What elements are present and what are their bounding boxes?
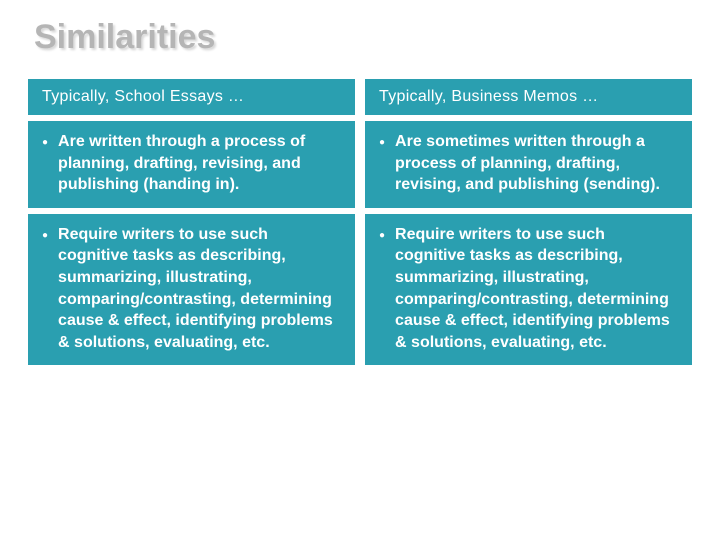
- list-item: ● Are written through a process of plann…: [28, 121, 355, 208]
- list-item-text: Are sometimes written through a process …: [395, 131, 678, 196]
- list-item-text: Require writers to use such cognitive ta…: [395, 224, 678, 354]
- bullet-icon: ●: [42, 226, 48, 246]
- bullet-icon: ●: [42, 133, 48, 153]
- list-item-text: Require writers to use such cognitive ta…: [58, 224, 341, 354]
- bullet-icon: ●: [379, 133, 385, 153]
- bullet-icon: ●: [379, 226, 385, 246]
- list-item-text: Are written through a process of plannin…: [58, 131, 341, 196]
- list-item: ● Are sometimes written through a proces…: [365, 121, 692, 208]
- left-column: Typically, School Essays … ● Are written…: [28, 79, 355, 371]
- right-column: Typically, Business Memos … ● Are someti…: [365, 79, 692, 371]
- list-item: ● Require writers to use such cognitive …: [28, 214, 355, 366]
- slide-container: Similarities Typically, School Essays … …: [0, 0, 720, 540]
- list-item: ● Require writers to use such cognitive …: [365, 214, 692, 366]
- column-header: Typically, Business Memos …: [365, 79, 692, 115]
- slide-title: Similarities: [28, 18, 692, 57]
- columns-wrapper: Typically, School Essays … ● Are written…: [28, 79, 692, 371]
- column-header: Typically, School Essays …: [28, 79, 355, 115]
